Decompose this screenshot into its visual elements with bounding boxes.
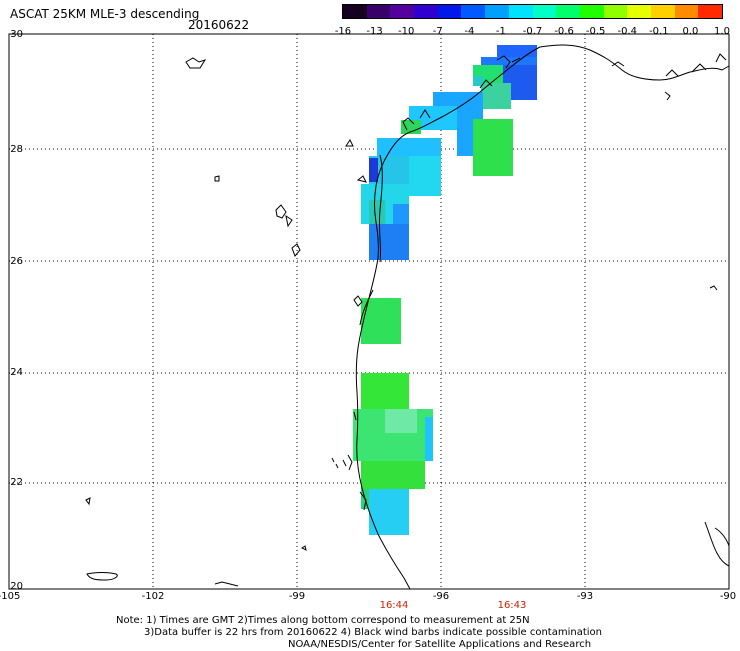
color-scale-tick-label: -0.7 (522, 26, 543, 37)
lat-label-22: 22 (10, 477, 23, 488)
color-scale-cell (508, 5, 533, 18)
color-scale-tick-label: -10 (397, 26, 415, 37)
color-scale-cell (603, 5, 628, 18)
lat-label-20: 20 (10, 581, 23, 592)
color-scale-tick-label: -16 (334, 26, 352, 37)
color-scale-tick-label: 0.0 (682, 26, 699, 37)
color-scale-tick-label: -13 (366, 26, 383, 37)
color-scale-cell (532, 5, 557, 18)
lon-label-93: -93 (576, 591, 594, 602)
color-scale-cell (698, 5, 722, 18)
lon-label-90: -90 (719, 591, 737, 602)
data-swath-north (361, 45, 537, 260)
product-title: ASCAT 25KM MLE-3 descending (10, 7, 200, 21)
pass-time-2: 16:43 (497, 600, 527, 611)
pass-time-1: 16:44 (379, 600, 409, 611)
color-scale-tick-label: -0.6 (554, 26, 574, 37)
color-scale-cell (627, 5, 651, 18)
map-frame (8, 33, 730, 590)
color-scale-tick-label: -0.5 (585, 26, 606, 37)
color-scale-cell (366, 5, 391, 18)
color-scale-cell (343, 5, 367, 18)
color-scale-tick-label: -0.4 (617, 26, 638, 37)
inland-lakes (85, 57, 718, 587)
lat-label-26: 26 (10, 256, 23, 267)
color-scale-cell (485, 5, 509, 18)
data-swath-south (353, 373, 433, 535)
data-swath-middle (361, 298, 401, 344)
lon-label-96: -96 (432, 591, 450, 602)
color-scale-cell (461, 5, 486, 18)
color-scale-cell (414, 5, 438, 18)
color-scale-tick-label: 1.0 (714, 26, 730, 37)
lat-label-30: 30 (10, 29, 23, 40)
coastline (331, 44, 730, 590)
color-scale-cell (556, 5, 580, 18)
color-scale-cell (437, 5, 462, 18)
lon-label-99: -99 (288, 591, 306, 602)
color-scale-tick-label: -0.1 (649, 26, 669, 37)
lat-label-28: 28 (10, 144, 23, 155)
note-line-2: 3)Data buffer is 22 hrs from 20160622 4)… (144, 627, 602, 638)
product-date: 20160622 (188, 18, 250, 32)
lat-label-24: 24 (10, 367, 23, 378)
color-scale-tick-label: -7 (432, 26, 443, 37)
note-line-3: NOAA/NESDIS/Center for Satellite Applica… (288, 639, 592, 650)
color-scale-bar (342, 4, 723, 19)
color-scale-cell (674, 5, 699, 18)
note-line-1: Note: 1) Times are GMT 2)Times along bot… (116, 615, 530, 626)
color-scale-tick-label: -1 (495, 26, 506, 37)
color-scale-cell (650, 5, 675, 18)
color-scale-tick-label: -4 (464, 26, 475, 37)
lon-label-102: -102 (141, 591, 165, 602)
color-scale-cell (579, 5, 604, 18)
color-scale-cell (390, 5, 415, 18)
lon-label-105: -105 (0, 591, 21, 602)
